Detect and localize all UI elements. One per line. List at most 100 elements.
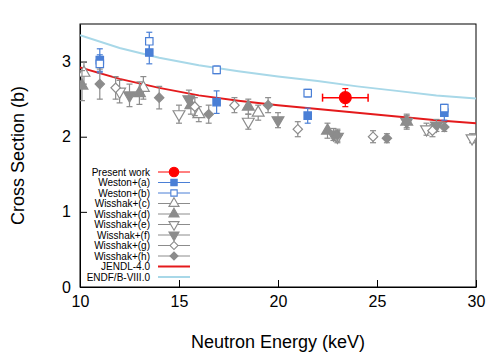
tick-mark	[179, 280, 180, 287]
legend-label: Wisshak+(e)	[94, 219, 150, 230]
error-bar-cap	[231, 97, 237, 98]
point	[333, 131, 342, 140]
legend-label: Wisshak+(h)	[94, 251, 150, 262]
x-axis: 1015202530	[72, 280, 486, 310]
tick: 1	[62, 203, 87, 220]
tick: 20	[270, 280, 288, 310]
point	[213, 66, 220, 73]
error-bar-cap	[176, 123, 182, 124]
legend-swatch	[169, 198, 179, 207]
error-bar-cap	[140, 99, 146, 100]
legend-swatch	[169, 167, 178, 176]
error-bar-cap	[214, 113, 220, 114]
legend-item: Weston+(a)	[98, 177, 190, 188]
error-bar-cap	[192, 115, 198, 116]
point	[263, 100, 272, 109]
plot-area	[80, 32, 476, 145]
tick-label: 3	[62, 53, 71, 70]
error-bar-cap	[192, 97, 198, 98]
point	[440, 122, 449, 131]
legend-swatch	[170, 242, 178, 250]
point	[80, 79, 88, 89]
legend-label: Weston+(b)	[98, 188, 150, 199]
error-bar-cap	[156, 86, 162, 87]
error-bar-cap	[429, 136, 435, 137]
error-bar-cap	[265, 112, 271, 113]
error-bar-cap	[97, 99, 103, 100]
error-bar	[305, 89, 311, 97]
error-bar-cap	[342, 106, 348, 107]
point	[230, 100, 239, 109]
error-bar-cap	[136, 104, 142, 105]
error-bar-cap	[80, 70, 85, 71]
error-bar-cap	[196, 121, 202, 122]
error-bar-cap	[81, 61, 87, 62]
error-bar-cap	[206, 105, 212, 106]
error-bar-cap	[295, 136, 301, 137]
tick-mark	[278, 280, 279, 287]
legend: Present workWeston+(a)Weston+(b)Wisshak+…	[87, 167, 190, 283]
error-bar	[441, 105, 447, 120]
tick: 2	[62, 128, 87, 145]
error-bar-cap	[146, 63, 152, 64]
point	[124, 92, 136, 102]
error-bar-cap	[146, 32, 152, 33]
legend-label: JENDL-4.0	[101, 261, 150, 272]
legend-swatch	[158, 276, 190, 278]
error-bar-cap	[156, 108, 162, 109]
tick: 30	[468, 280, 486, 310]
point	[190, 102, 199, 111]
tick-label: 10	[72, 293, 90, 310]
error-bar-cap	[113, 99, 119, 100]
point	[304, 112, 311, 119]
point	[428, 126, 437, 135]
error-bar-cap	[334, 129, 340, 130]
series	[114, 80, 476, 145]
point	[146, 38, 153, 45]
error-bar-cap	[117, 102, 123, 103]
legend-swatch	[158, 266, 190, 268]
tick-label: 30	[468, 293, 486, 310]
point	[441, 104, 448, 111]
legend-swatch	[170, 252, 178, 260]
error-bar-cap	[433, 119, 439, 120]
error-bar-cap	[176, 105, 182, 106]
error-bar-cap	[80, 100, 85, 101]
point	[173, 111, 185, 121]
point	[339, 92, 351, 104]
point	[204, 109, 213, 118]
error-bar-cap	[305, 123, 311, 124]
error-bar-cap	[245, 114, 251, 115]
series	[80, 71, 413, 139]
series	[323, 89, 369, 107]
error-bar-cap	[186, 90, 192, 91]
tick-mark	[80, 212, 87, 213]
error-bar-cap	[113, 76, 119, 77]
error-bar-cap	[97, 54, 103, 55]
point	[293, 125, 302, 134]
point	[242, 100, 254, 110]
error-bar-cap	[370, 142, 376, 143]
error-bar-cap	[127, 84, 133, 85]
error-bar-cap	[441, 120, 447, 121]
error-bar-cap	[136, 81, 142, 82]
error-bar-cap	[255, 120, 261, 121]
error-bar-cap	[370, 130, 376, 131]
error-bar	[97, 49, 103, 72]
point	[401, 118, 413, 128]
error-bar-cap	[404, 115, 410, 116]
tick: 25	[369, 280, 387, 310]
error-bar	[146, 32, 152, 50]
point	[368, 132, 377, 141]
error-bar-cap	[214, 90, 220, 91]
error-bar-cap	[424, 123, 430, 124]
point	[96, 60, 103, 67]
error-bar-cap	[206, 123, 212, 124]
error-bar-cap	[140, 76, 146, 77]
error-bar-cap	[188, 114, 194, 115]
legend-item: Weston+(b)	[98, 188, 190, 199]
x-error-bar-cap	[367, 94, 369, 102]
legend-item: JENDL-4.0	[101, 261, 190, 272]
error-bar-cap	[231, 112, 237, 113]
error-bar-cap	[146, 50, 152, 51]
